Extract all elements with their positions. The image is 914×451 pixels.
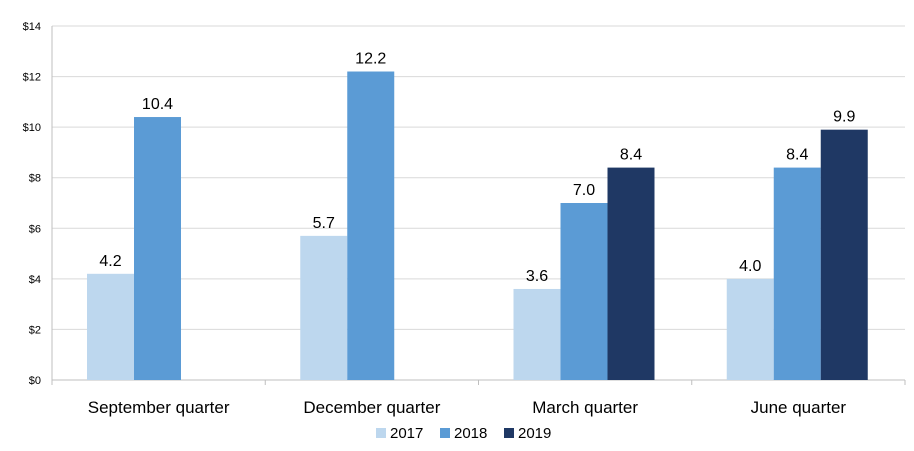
- legend-label: 2018: [454, 425, 487, 442]
- x-category-label: March quarter: [532, 398, 638, 417]
- data-label: 7.0: [573, 182, 595, 199]
- x-category-label: June quarter: [751, 398, 847, 417]
- data-label: 8.4: [786, 147, 808, 164]
- data-label: 9.9: [833, 109, 855, 126]
- data-label: 4.2: [99, 253, 121, 270]
- bar-2017-2: [513, 288, 561, 380]
- legend-label: 2017: [390, 425, 423, 442]
- bar-2018-1: [347, 71, 395, 380]
- data-label: 12.2: [355, 51, 386, 68]
- data-label: 4.0: [739, 258, 761, 275]
- y-tick-label: $12: [23, 72, 41, 84]
- bar-2017-1: [300, 235, 348, 380]
- data-label: 3.6: [526, 268, 548, 285]
- legend-swatch-2019: [504, 428, 514, 438]
- y-tick-label: $8: [29, 173, 41, 185]
- legend-swatch-2018: [440, 428, 450, 438]
- y-tick-label: $2: [29, 324, 41, 336]
- x-category-label: September quarter: [88, 398, 230, 417]
- data-label: 10.4: [142, 96, 173, 113]
- data-label: 8.4: [620, 147, 642, 164]
- bar-2018-3: [773, 167, 821, 380]
- bar-2017-0: [87, 273, 134, 380]
- bar-2019-2: [607, 167, 655, 380]
- bar-2018-0: [134, 117, 181, 381]
- y-tick-label: $14: [23, 21, 41, 33]
- y-tick-label: $0: [29, 375, 41, 387]
- bar-2018-2: [560, 203, 608, 380]
- bar-2019-3: [820, 129, 868, 380]
- y-tick-label: $6: [29, 223, 41, 235]
- data-label: 5.7: [313, 215, 335, 232]
- x-category-label: December quarter: [303, 398, 440, 417]
- bar-2017-3: [726, 278, 774, 380]
- legend-swatch-2017: [376, 428, 386, 438]
- legend-label: 2019: [518, 425, 551, 442]
- y-tick-label: $4: [29, 274, 41, 286]
- y-tick-label: $10: [23, 122, 41, 134]
